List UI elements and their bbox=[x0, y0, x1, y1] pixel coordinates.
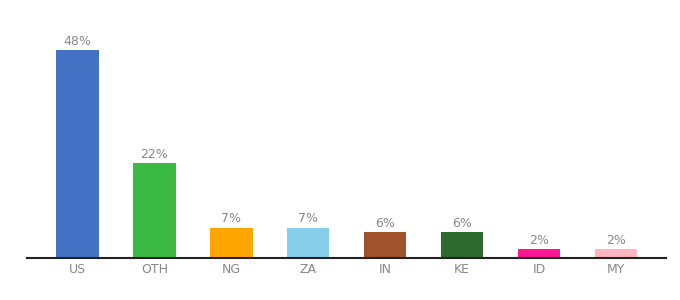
Bar bbox=[56, 50, 99, 258]
Bar bbox=[595, 249, 637, 258]
Bar bbox=[364, 232, 407, 258]
Text: 2%: 2% bbox=[607, 234, 626, 247]
Text: 2%: 2% bbox=[529, 234, 549, 247]
Text: 6%: 6% bbox=[452, 217, 472, 230]
Bar bbox=[210, 228, 252, 258]
Bar bbox=[133, 163, 175, 258]
Text: 7%: 7% bbox=[222, 212, 241, 226]
Text: 6%: 6% bbox=[375, 217, 395, 230]
Text: 48%: 48% bbox=[63, 35, 91, 48]
Text: 22%: 22% bbox=[141, 148, 168, 160]
Bar bbox=[287, 228, 330, 258]
Bar bbox=[518, 249, 560, 258]
Bar bbox=[441, 232, 483, 258]
Text: 7%: 7% bbox=[299, 212, 318, 226]
